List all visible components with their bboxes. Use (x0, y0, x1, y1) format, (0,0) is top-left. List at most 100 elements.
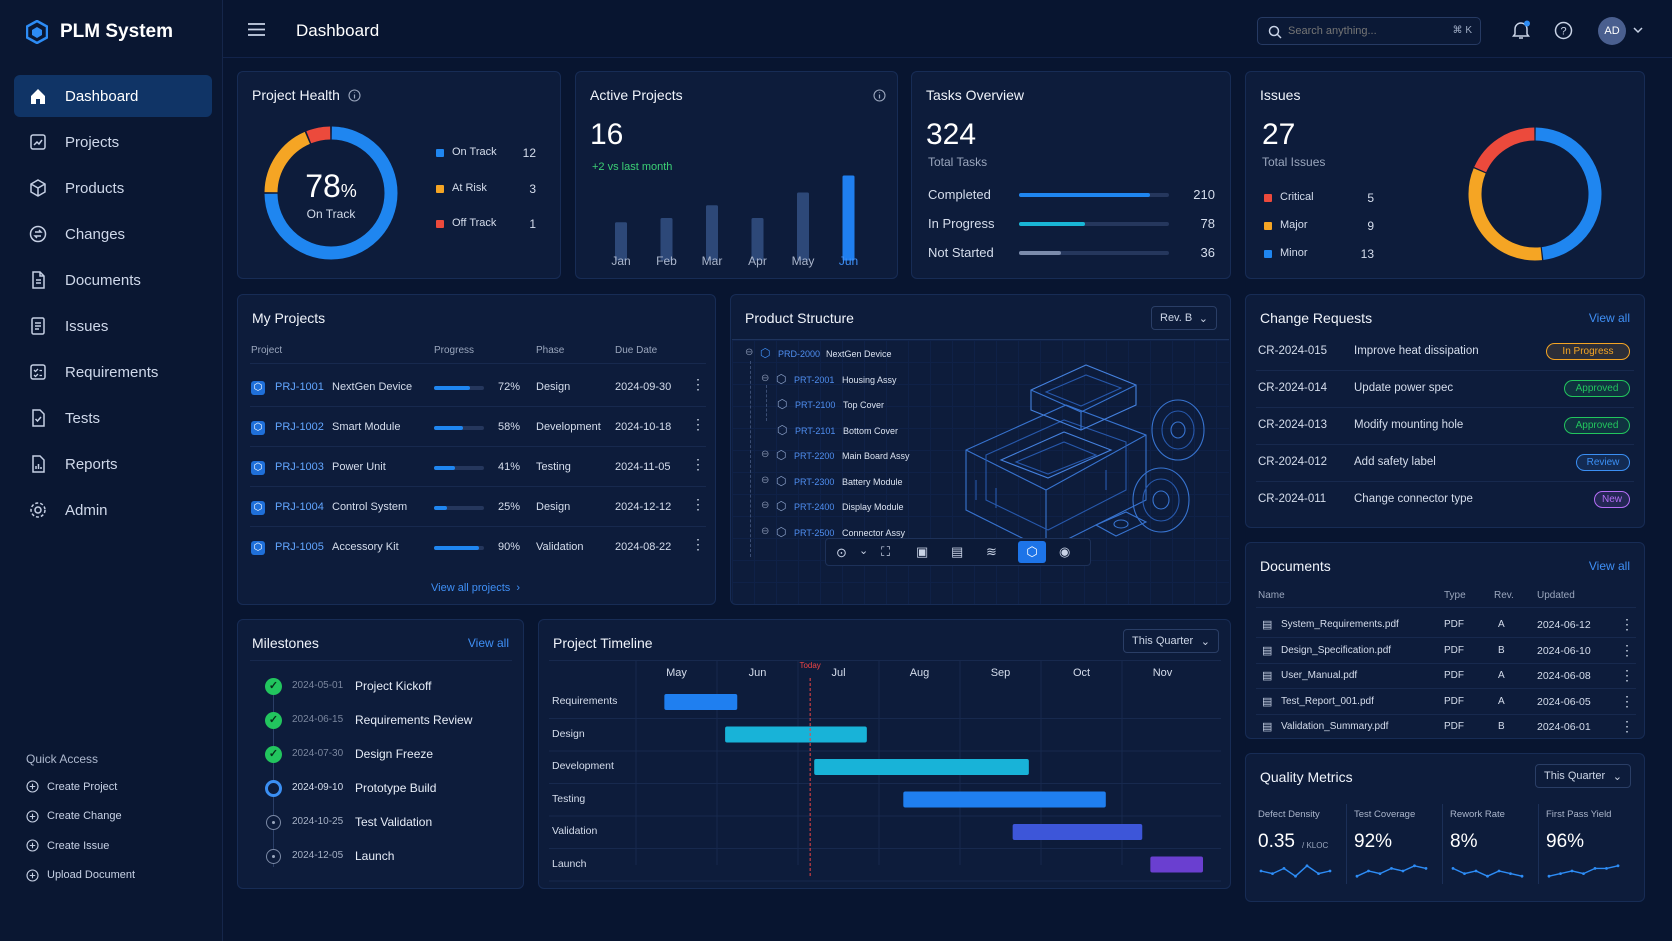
timeline-range-select[interactable]: This Quarter ⌄ (1123, 629, 1219, 653)
change-request-row[interactable]: CR-2024-013 Modify mounting hole Approved (1246, 409, 1644, 445)
change-request-id[interactable]: CR-2024-011 (1258, 493, 1327, 505)
change-request-row[interactable]: CR-2024-011 Change connector type New (1246, 483, 1644, 519)
quick-access-item[interactable]: Create Change (26, 809, 216, 823)
quick-access-item[interactable]: Upload Document (26, 868, 216, 882)
project-id[interactable]: PRJ-1001 (275, 381, 324, 393)
fit-view-icon[interactable]: ⊙ (836, 545, 847, 560)
tree-toggle-icon[interactable]: ⊖ (761, 474, 770, 486)
zoom-extents-icon[interactable]: ⛶ (881, 544, 891, 559)
document-row[interactable]: ▤ Design_Specification.pdf PDF B 2024-06-10 ⋮ (1246, 639, 1644, 664)
table-row[interactable]: ⬡ PRJ-1004 Control System 25% Design 2024-12-… (238, 489, 715, 527)
project-id[interactable]: PRJ-1003 (275, 461, 324, 473)
document-name[interactable]: System_Requirements.pdf (1281, 619, 1399, 630)
change-request-row[interactable]: CR-2024-012 Add safety label Review (1246, 446, 1644, 482)
section-icon[interactable]: ▤ (951, 544, 964, 559)
table-row[interactable]: ⬡ PRJ-1003 Power Unit 41% Testing 2024-11-05 ⋮ (238, 449, 715, 487)
milestone-name[interactable]: Requirements Review (355, 713, 473, 727)
gantt-bar-requirements[interactable] (664, 694, 738, 710)
3d-view-icon[interactable]: ⬡ (1018, 541, 1046, 563)
document-row[interactable]: ▤ System_Requirements.pdf PDF A 2024-06-12 ⋮ (1246, 613, 1644, 638)
sidebar-item-tests[interactable]: Tests (14, 397, 212, 439)
document-row[interactable]: ▤ Test_Report_001.pdf PDF A 2024-06-05 ⋮ (1246, 690, 1644, 715)
more-options-icon[interactable]: ⋮ (691, 376, 705, 392)
sidebar-item-requirements[interactable]: Requirements (14, 351, 212, 393)
tree-node[interactable]: ⊖ ⬡ PRT-2400 Display Module (761, 498, 981, 518)
milestone-name[interactable]: Design Freeze (355, 747, 434, 761)
info-icon[interactable] (348, 89, 361, 102)
change-request-row[interactable]: CR-2024-014 Update power spec Approved (1246, 372, 1644, 408)
change-request-id[interactable]: CR-2024-014 (1258, 382, 1328, 394)
milestones-view-all-link[interactable]: View all (467, 636, 509, 650)
sidebar-item-changes[interactable]: Changes (14, 213, 212, 255)
search-box[interactable]: ⌘ K (1257, 17, 1481, 45)
tree-toggle-icon[interactable]: ⊖ (761, 525, 770, 537)
sidebar-item-issues[interactable]: Issues (14, 305, 212, 347)
more-options-icon[interactable]: ⋮ (691, 456, 705, 472)
tree-toggle-icon[interactable]: ⊖ (761, 500, 770, 511)
change-requests-view-all-link[interactable]: View all (1588, 311, 1630, 325)
document-name[interactable]: User_Manual.pdf (1281, 670, 1358, 681)
tree-node[interactable]: ⊖ ⬡ PRT-2001 Housing Assy (761, 371, 981, 391)
quick-access-item[interactable]: Create Issue (26, 839, 216, 852)
gantt-bar-testing[interactable] (903, 791, 1106, 808)
quality-range-select[interactable]: This Quarter ⌄ (1535, 764, 1631, 788)
change-request-id[interactable]: CR-2024-012 (1258, 456, 1328, 468)
revision-select[interactable]: Rev. B ⌄ (1151, 306, 1217, 330)
sidebar-item-admin[interactable]: Admin (14, 489, 212, 531)
table-row[interactable]: ⬡ PRJ-1001 NextGen Device 72% Design 2024-09-… (238, 369, 715, 407)
more-options-icon[interactable]: ⋮ (691, 496, 705, 512)
quick-access-item[interactable]: Create Project (26, 780, 216, 793)
bell-icon[interactable] (1511, 20, 1531, 40)
milestone-name[interactable]: Prototype Build (355, 781, 437, 795)
more-options-icon[interactable]: ⋮ (1620, 616, 1634, 632)
more-options-icon[interactable]: ⋮ (1620, 718, 1634, 734)
more-options-icon[interactable]: ⋮ (1620, 641, 1634, 658)
table-row[interactable]: ⬡ PRJ-1002 Smart Module 58% Development 2024-… (238, 409, 715, 447)
tree-node[interactable]: ⬡ PRT-2101 Bottom Cover (777, 422, 997, 442)
view-all-projects-link[interactable]: View all projects › (431, 582, 520, 594)
sidebar-item-products[interactable]: Products (14, 167, 212, 209)
project-id[interactable]: PRJ-1002 (275, 421, 324, 433)
more-options-icon[interactable]: ⋮ (691, 536, 705, 552)
gantt-bar-development[interactable] (814, 759, 1029, 775)
chevron-down-icon[interactable]: ⌄ (859, 545, 869, 557)
avatar[interactable]: AD (1598, 17, 1626, 45)
info-icon[interactable] (873, 89, 886, 102)
project-id[interactable]: PRJ-1005 (275, 541, 324, 553)
sidebar-item-dashboard[interactable]: Dashboard (14, 75, 212, 117)
chevron-down-icon[interactable] (1633, 27, 1643, 34)
more-options-icon[interactable]: ⋮ (1620, 692, 1634, 709)
change-request-id[interactable]: CR-2024-013 (1258, 419, 1328, 431)
more-options-icon[interactable]: ⋮ (691, 416, 705, 432)
menu-icon[interactable] (247, 22, 267, 37)
sidebar-item-documents[interactable]: Documents (14, 259, 212, 301)
table-row[interactable]: ⬡ PRJ-1005 Accessory Kit 90% Validation 2024-… (238, 529, 715, 567)
documents-view-all-link[interactable]: View all (1588, 559, 1630, 573)
gantt-bar-validation[interactable] (1012, 824, 1143, 840)
project-id[interactable]: PRJ-1004 (275, 501, 324, 513)
milestone-name[interactable]: Project Kickoff (355, 679, 432, 693)
change-request-row[interactable]: CR-2024-015 Improve heat dissipation In Pr… (1246, 335, 1644, 371)
document-row[interactable]: ▤ Validation_Summary.pdf PDF B 2024-06-01 ⋮ (1246, 715, 1644, 740)
tree-toggle-icon[interactable]: ⊖ (761, 372, 770, 384)
milestone-name[interactable]: Test Validation (355, 815, 433, 829)
change-request-id[interactable]: CR-2024-015 (1258, 345, 1328, 357)
tree-node[interactable]: ⬡ PRT-2100 Top Cover (777, 396, 997, 416)
gantt-bar-design[interactable] (725, 726, 867, 743)
gantt-bar-launch[interactable] (1150, 856, 1203, 873)
sidebar-item-projects[interactable]: Projects (14, 121, 212, 163)
help-icon[interactable]: ? (1554, 21, 1573, 40)
tree-toggle-icon[interactable]: ⊖ (745, 347, 754, 358)
tree-toggle-icon[interactable]: ⊖ (761, 449, 770, 460)
document-row[interactable]: ▤ User_Manual.pdf PDF A 2024-06-08 ⋮ (1246, 664, 1644, 689)
sidebar-item-reports[interactable]: Reports (14, 443, 212, 485)
more-options-icon[interactable]: ⋮ (1620, 667, 1634, 683)
tree-node[interactable]: ⊖ ⬡ PRT-2300 Battery Module (761, 473, 981, 493)
milestone-name[interactable]: Launch (355, 849, 395, 863)
layers-icon[interactable]: ≋ (986, 544, 997, 559)
camera-icon[interactable]: ◉ (1059, 544, 1071, 559)
search-input[interactable] (1288, 22, 1438, 40)
cad-model-viewer[interactable] (946, 350, 1221, 560)
view-front-icon[interactable]: ▣ (916, 544, 929, 559)
document-name[interactable]: Design_Specification.pdf (1281, 644, 1392, 656)
